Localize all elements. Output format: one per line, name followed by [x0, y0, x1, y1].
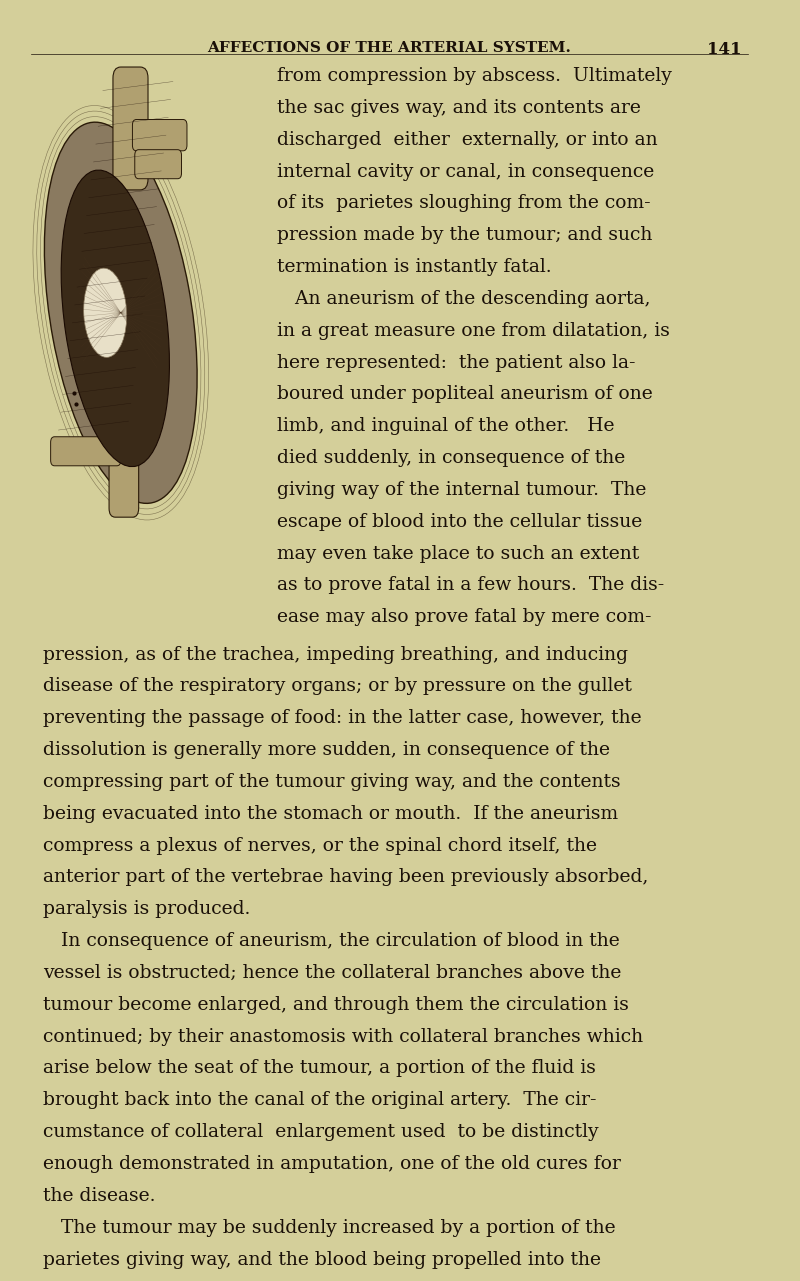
Text: compress a plexus of nerves, or the spinal chord itself, the: compress a plexus of nerves, or the spin… — [43, 836, 597, 854]
Text: ease may also prove fatal by mere com-: ease may also prove fatal by mere com- — [277, 608, 651, 626]
Text: compressing part of the tumour giving way, and the contents: compressing part of the tumour giving wa… — [43, 772, 621, 790]
Text: may even take place to such an extent: may even take place to such an extent — [277, 544, 639, 562]
Text: escape of blood into the cellular tissue: escape of blood into the cellular tissue — [277, 512, 642, 530]
Text: dissolution is generally more sudden, in consequence of the: dissolution is generally more sudden, in… — [43, 742, 610, 760]
Text: limb, and inguinal of the other.   He: limb, and inguinal of the other. He — [277, 418, 614, 436]
Text: boured under popliteal aneurism of one: boured under popliteal aneurism of one — [277, 386, 652, 404]
Text: In consequence of aneurism, the circulation of blood in the: In consequence of aneurism, the circulat… — [43, 933, 619, 951]
FancyBboxPatch shape — [134, 150, 182, 179]
Text: termination is instantly fatal.: termination is instantly fatal. — [277, 257, 551, 275]
Text: paralysis is produced.: paralysis is produced. — [43, 901, 250, 918]
Text: pression made by the tumour; and such: pression made by the tumour; and such — [277, 227, 652, 245]
Text: An aneurism of the descending aorta,: An aneurism of the descending aorta, — [277, 290, 650, 307]
Text: in a great measure one from dilatation, is: in a great measure one from dilatation, … — [277, 322, 670, 339]
Text: the disease.: the disease. — [43, 1186, 155, 1205]
Text: disease of the respiratory organs; or by pressure on the gullet: disease of the respiratory organs; or by… — [43, 678, 632, 696]
Text: of its  parietes sloughing from the com-: of its parietes sloughing from the com- — [277, 195, 650, 213]
Text: AFFECTIONS OF THE ARTERIAL SYSTEM.: AFFECTIONS OF THE ARTERIAL SYSTEM. — [207, 41, 571, 55]
Text: being evacuated into the stomach or mouth.  If the aneurism: being evacuated into the stomach or mout… — [43, 804, 618, 822]
Text: giving way of the internal tumour.  The: giving way of the internal tumour. The — [277, 480, 646, 498]
Text: 141: 141 — [707, 41, 742, 59]
FancyBboxPatch shape — [113, 67, 148, 190]
Text: died suddenly, in consequence of the: died suddenly, in consequence of the — [277, 450, 625, 468]
Text: tumour become enlarged, and through them the circulation is: tumour become enlarged, and through them… — [43, 995, 629, 1013]
FancyBboxPatch shape — [50, 437, 121, 466]
Text: The tumour may be suddenly increased by a portion of the: The tumour may be suddenly increased by … — [43, 1218, 615, 1236]
Text: the sac gives way, and its contents are: the sac gives way, and its contents are — [277, 99, 641, 117]
Text: enough demonstrated in amputation, one of the old cures for: enough demonstrated in amputation, one o… — [43, 1155, 621, 1173]
Ellipse shape — [84, 268, 126, 357]
Text: continued; by their anastomosis with collateral branches which: continued; by their anastomosis with col… — [43, 1027, 643, 1045]
Text: vessel is obstructed; hence the collateral branches above the: vessel is obstructed; hence the collater… — [43, 965, 622, 983]
Text: here represented:  the patient also la-: here represented: the patient also la- — [277, 354, 635, 371]
Text: pression, as of the trachea, impeding breathing, and inducing: pression, as of the trachea, impeding br… — [43, 646, 628, 664]
Text: cumstance of collateral  enlargement used  to be distinctly: cumstance of collateral enlargement used… — [43, 1123, 598, 1141]
Text: as to prove fatal in a few hours.  The dis-: as to prove fatal in a few hours. The di… — [277, 576, 664, 594]
Ellipse shape — [44, 122, 197, 503]
Text: preventing the passage of food: in the latter case, however, the: preventing the passage of food: in the l… — [43, 710, 642, 728]
Text: parietes giving way, and the blood being propelled into the: parietes giving way, and the blood being… — [43, 1250, 601, 1268]
Text: anterior part of the vertebrae having been previously absorbed,: anterior part of the vertebrae having be… — [43, 869, 648, 886]
Ellipse shape — [61, 170, 170, 466]
Text: arise below the seat of the tumour, a portion of the fluid is: arise below the seat of the tumour, a po… — [43, 1059, 596, 1077]
Text: brought back into the canal of the original artery.  The cir-: brought back into the canal of the origi… — [43, 1091, 596, 1109]
Text: discharged  either  externally, or into an: discharged either externally, or into an — [277, 131, 657, 149]
Text: internal cavity or canal, in consequence: internal cavity or canal, in consequence — [277, 163, 654, 181]
FancyBboxPatch shape — [133, 119, 187, 151]
Text: from compression by abscess.  Ultimately: from compression by abscess. Ultimately — [277, 67, 671, 85]
FancyBboxPatch shape — [109, 388, 138, 518]
